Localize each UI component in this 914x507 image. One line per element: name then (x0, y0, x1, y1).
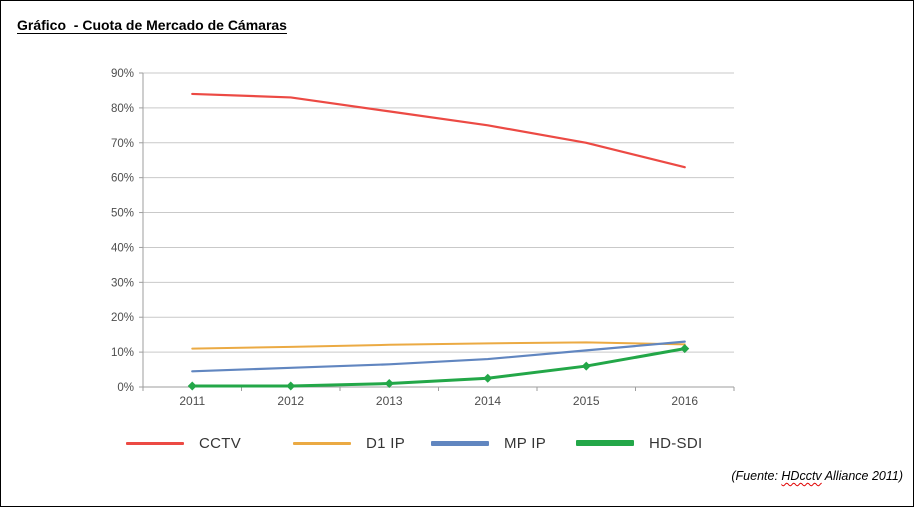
series-marker-hd-sdi (384, 379, 394, 389)
legend-swatch-cctv (126, 441, 184, 445)
page-title: Gráfico - Cuota de Mercado de Cámaras (17, 17, 287, 33)
line-chart: 0% 10% 20% 30% 40% 50% 60% 70% 80% 90% 2011 2012 201… (111, 68, 735, 408)
series-line-hd-sdi (190, 347, 687, 388)
series-line-mp-ip (191, 340, 686, 373)
y-axis-tick-label: 50% (111, 208, 134, 220)
y-axis-tick-label: 30% (111, 277, 134, 289)
source-suffix: Alliance 2011) (821, 469, 903, 483)
legend-item-cctv: CCTV (126, 432, 241, 454)
legend-label-d1-ip: D1 IP (366, 434, 406, 452)
source-highlighted-word: HDcctv (781, 469, 822, 483)
y-axis-tick-label: 10% (111, 347, 134, 359)
x-axis-tick-label: 2011 (179, 394, 205, 408)
x-axis-tick-label: 2016 (671, 394, 698, 408)
y-axis-tick-label: 80% (111, 103, 134, 115)
series-marker-hd-sdi (581, 361, 591, 371)
series-marker-hd-sdi (680, 344, 690, 354)
y-axis-tick-label: 40% (111, 242, 134, 254)
legend-label-cctv: CCTV (199, 434, 242, 452)
legend-swatch-d1-ip (293, 441, 351, 445)
x-axis-tick-label: 2014 (474, 394, 501, 408)
legend-label-hd-sdi: HD-SDI (649, 434, 703, 452)
legend-item-d1-ip: D1 IP (293, 432, 405, 454)
source-citation: (Fuente: HDcctv Alliance 2011) (731, 469, 903, 483)
x-axis-tick-label: 2013 (376, 394, 403, 408)
legend-swatch-hd-sdi (576, 440, 634, 446)
series-line-d1-ip (191, 341, 686, 350)
legend-swatch-mp-ip (431, 440, 489, 446)
y-axis-tick-label: 90% (111, 68, 134, 80)
x-axis-tick-label: 2015 (573, 394, 600, 408)
series-line-cctv (191, 92, 686, 169)
y-axis-tick-label: 20% (111, 312, 134, 324)
series-marker-hd-sdi (483, 373, 493, 383)
x-axis-tick-label: 2012 (277, 394, 304, 408)
legend-item-mp-ip: MP IP (431, 432, 546, 454)
series-marker-hd-sdi (187, 381, 197, 391)
y-axis-tick-label: 70% (111, 138, 134, 150)
y-axis-tick-label: 0% (117, 382, 134, 394)
series-marker-hd-sdi (286, 381, 296, 391)
legend-item-hd-sdi: HD-SDI (576, 432, 702, 454)
y-axis-tick-label: 60% (111, 173, 134, 185)
source-prefix: (Fuente: (731, 469, 782, 483)
legend-label-mp-ip: MP IP (504, 434, 547, 452)
